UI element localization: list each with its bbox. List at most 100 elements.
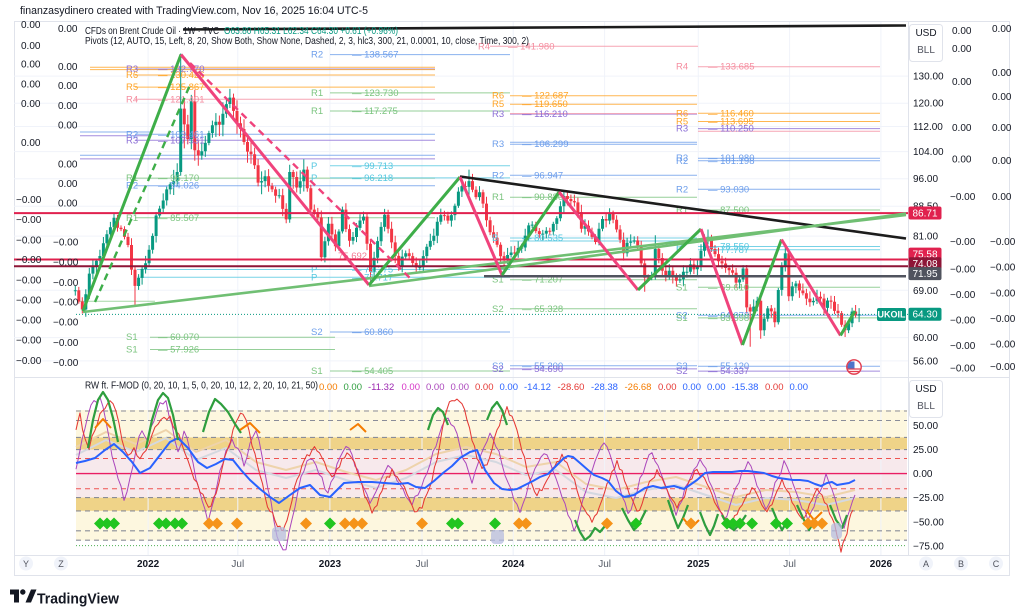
svg-text:74.08: 74.08 (912, 259, 937, 270)
svg-text:0.00: 0.00 (475, 382, 494, 393)
svg-text:0.00: 0.00 (344, 382, 363, 393)
svg-text:— 54.337: — 54.337 (708, 366, 749, 377)
svg-text:−0.00: −0.00 (16, 235, 42, 246)
svg-text:81.00: 81.00 (913, 232, 938, 243)
svg-text:−0.00: −0.00 (53, 257, 79, 268)
svg-text:Jul: Jul (598, 559, 611, 570)
svg-text:−0.00: −0.00 (53, 278, 79, 289)
svg-text:R4: R4 (126, 94, 138, 105)
svg-text:— 113.695: — 113.695 (708, 117, 754, 128)
svg-text:— 125.867: — 125.867 (158, 82, 204, 93)
svg-text:BLL: BLL (917, 401, 935, 412)
svg-text:— 138.567: — 138.567 (352, 50, 398, 61)
svg-text:Y: Y (23, 559, 29, 569)
svg-text:130.00: 130.00 (913, 72, 944, 83)
svg-text:0.00: 0.00 (58, 24, 78, 35)
svg-text:0.00: 0.00 (402, 382, 421, 393)
svg-text:— 130.426: — 130.426 (158, 70, 204, 81)
svg-text:0.00: 0.00 (992, 156, 1012, 167)
svg-text:R5: R5 (676, 117, 688, 128)
svg-text:50.00: 50.00 (913, 421, 938, 432)
svg-text:R2: R2 (676, 156, 688, 167)
svg-text:2026: 2026 (870, 559, 893, 570)
svg-text:−0.00: −0.00 (53, 298, 79, 309)
svg-text:Jul: Jul (231, 559, 244, 570)
svg-text:64.30: 64.30 (912, 310, 937, 321)
svg-text:−0.00: −0.00 (990, 362, 1016, 373)
svg-text:R2: R2 (492, 170, 504, 181)
svg-text:— 109.461: — 109.461 (158, 129, 204, 140)
svg-text:R4: R4 (676, 62, 688, 73)
svg-text:— 99.713: — 99.713 (352, 161, 393, 172)
svg-text:−0.00: −0.00 (16, 215, 42, 226)
svg-text:−0.00: −0.00 (16, 255, 42, 266)
svg-text:R2: R2 (311, 50, 323, 61)
svg-text:0.00: 0.00 (992, 192, 1012, 203)
svg-text:2023: 2023 (319, 559, 342, 570)
svg-text:— 119.650: — 119.650 (522, 99, 568, 110)
svg-text:S3: S3 (492, 361, 504, 372)
svg-text:— 60.860: — 60.860 (352, 327, 393, 338)
svg-text:P: P (311, 173, 317, 184)
svg-text:— 116.210: — 116.210 (522, 109, 568, 120)
svg-text:TradingView: TradingView (37, 592, 120, 608)
svg-text:R1: R1 (492, 192, 504, 203)
svg-text:B: B (492, 233, 498, 244)
svg-text:R3: R3 (676, 124, 688, 135)
svg-text:S1: S1 (676, 313, 688, 324)
svg-text:0.00: 0.00 (451, 382, 470, 393)
svg-text:O63.80 H65.31 L62.34 C64.30 +0: O63.80 H65.31 L62.34 C64.30 +0.61 (+0.96… (224, 25, 398, 37)
svg-text:−0.00: −0.00 (16, 276, 42, 287)
svg-text:-28.60: -28.60 (558, 382, 585, 393)
svg-text:P: P (676, 242, 682, 253)
svg-text:B: B (958, 559, 964, 569)
svg-text:0.00: 0.00 (992, 123, 1012, 134)
svg-text:— 101.198: — 101.198 (708, 156, 754, 167)
svg-text:— 55.200: — 55.200 (522, 361, 563, 372)
svg-text:−0.00: −0.00 (16, 296, 42, 307)
svg-text:R1: R1 (311, 106, 323, 117)
svg-text:— 117.275: — 117.275 (352, 106, 398, 117)
svg-text:— 80.535: — 80.535 (522, 233, 563, 244)
svg-text:75.692: 75.692 (338, 251, 367, 262)
svg-text:2025: 2025 (687, 559, 710, 570)
svg-text:R5: R5 (126, 82, 138, 93)
svg-text:2024: 2024 (502, 559, 525, 570)
svg-text:0.00: 0.00 (21, 138, 41, 149)
svg-text:— 65.328: — 65.328 (522, 304, 563, 315)
svg-text:— 90.880: — 90.880 (522, 192, 563, 203)
svg-text:R4: R4 (478, 41, 490, 52)
svg-text:USD: USD (915, 28, 936, 39)
svg-text:P: P (311, 161, 317, 172)
svg-text:−0.00: −0.00 (990, 339, 1016, 350)
svg-text:USD: USD (915, 384, 936, 395)
svg-text:0.00: 0.00 (913, 469, 933, 480)
svg-text:R1: R1 (311, 88, 323, 99)
svg-text:Jul: Jul (416, 559, 429, 570)
svg-text:BLL: BLL (917, 45, 935, 56)
svg-text:71.95: 71.95 (912, 269, 937, 280)
svg-text:— 57.926: — 57.926 (158, 345, 199, 356)
svg-text:R1: R1 (676, 205, 688, 216)
svg-text:−0.00: −0.00 (950, 192, 976, 203)
svg-text:−0.00: −0.00 (16, 356, 42, 367)
svg-text:— 60.070: — 60.070 (158, 332, 199, 343)
svg-text:— 96.947: — 96.947 (522, 170, 563, 181)
svg-text:−25.00: −25.00 (913, 493, 944, 504)
svg-text:— 64.078: — 64.078 (708, 310, 749, 321)
svg-text:0.00: 0.00 (21, 20, 41, 31)
svg-text:75.58: 75.58 (912, 250, 937, 261)
svg-text:S1: S1 (311, 366, 323, 377)
svg-text:S1: S1 (492, 275, 504, 286)
svg-text:0.00: 0.00 (765, 382, 784, 393)
svg-text:— 123.730: — 123.730 (352, 88, 398, 99)
svg-text:P: P (311, 272, 317, 283)
svg-text:— 121.401: — 121.401 (158, 94, 204, 105)
svg-text:— 116.460: — 116.460 (708, 108, 754, 119)
svg-text:RW ft. F-MOD (0, 20, 10, 1, 5,: RW ft. F-MOD (0, 20, 10, 1, 5, 0, 20, 10… (85, 381, 318, 392)
svg-text:R1: R1 (126, 213, 138, 224)
svg-text:60.00: 60.00 (913, 333, 938, 344)
svg-text:— 69.610: — 69.610 (708, 282, 749, 293)
svg-text:— 101.980: — 101.980 (708, 153, 754, 164)
svg-text:— 107.531: — 107.531 (158, 135, 204, 146)
